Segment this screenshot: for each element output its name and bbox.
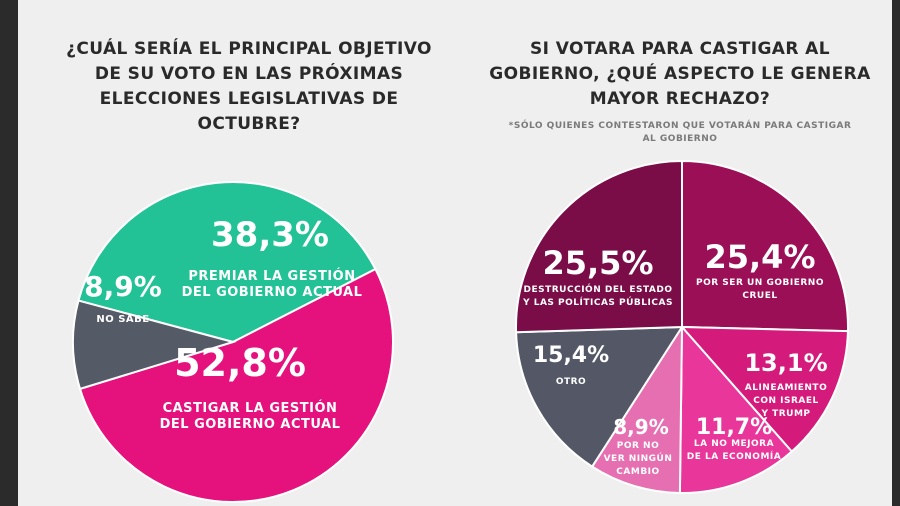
right-chart-title: SI VOTARA PARA CASTIGAR AL GOBIERNO, ¿QU…: [489, 39, 871, 109]
slice-value-premiar: 38,3%: [211, 215, 329, 255]
slice-label-castigar: DEL GOBIERNO ACTUAL: [160, 417, 341, 432]
slice-label-premiar: DEL GOBIERNO ACTUAL: [182, 285, 363, 300]
slice-label-economia: LA NO MEJORA: [694, 439, 774, 449]
slice-label-destruccion-estado: DESTRUCCIÓN DEL ESTADO: [524, 283, 673, 295]
slice-value-ningun-cambio: 8,9%: [613, 415, 668, 439]
slice-value-economia: 11,7%: [696, 415, 772, 440]
slice-label-ningun-cambio: POR NO: [617, 441, 660, 451]
slice-label-ningun-cambio: CAMBIO: [616, 467, 659, 477]
slice-label-economia: DE LA ECONOMÍA: [687, 450, 781, 462]
right-chart-note: *SÓLO QUIENES CONTESTARON QUE VOTARÁN PA…: [508, 121, 852, 144]
slice-label-israel-trump: CON ISRAEL: [753, 396, 819, 406]
slice-label-israel-trump: Y TRUMP: [760, 409, 810, 419]
slice-label-gobierno-cruel: CRUEL: [742, 291, 777, 301]
slice-label-israel-trump: ALINEAMIENTO: [745, 383, 827, 393]
pie-slice-no-sabe: [72, 299, 237, 391]
pie-slice-ningun-cambio: [590, 323, 684, 494]
left-chart-title: ¿CUÁL SERÍA EL PRINCIPAL OBJETIVO DE SU …: [66, 39, 432, 134]
pie-slice-israel-trump: [679, 325, 849, 453]
pie-slice-premiar: [77, 181, 377, 344]
slice-label-destruccion-estado: Y LAS POLÍTICAS PÚBLICAS: [522, 296, 673, 308]
pie-slice-gobierno-cruel: [681, 159, 849, 333]
slice-label-no-sabe: NO SABE: [96, 314, 149, 325]
slice-label-ningun-cambio: VER NINGÚN: [604, 452, 673, 464]
slice-value-no-sabe: 8,9%: [84, 270, 162, 303]
slice-value-castigar: 52,8%: [174, 341, 306, 385]
slice-value-destruccion-estado: 25,5%: [542, 244, 653, 282]
slice-label-premiar: PREMIAR LA GESTIÓN: [188, 268, 355, 284]
pie-slice-castigar: [78, 267, 394, 503]
pie-slice-otro: [515, 325, 684, 468]
right-border: [892, 0, 900, 506]
slice-value-otro: 15,4%: [533, 343, 609, 368]
slice-label-gobierno-cruel: POR SER UN GOBIERNO: [696, 278, 824, 288]
pie-slice-economia: [678, 324, 794, 494]
slice-label-castigar: CASTIGAR LA GESTIÓN: [163, 400, 338, 416]
slice-label-otro: OTRO: [556, 377, 586, 387]
slice-value-gobierno-cruel: 25,4%: [704, 238, 815, 276]
slice-value-israel-trump: 13,1%: [744, 349, 827, 377]
left-border: [0, 0, 18, 506]
pie-slice-destruccion-estado: [515, 159, 683, 334]
